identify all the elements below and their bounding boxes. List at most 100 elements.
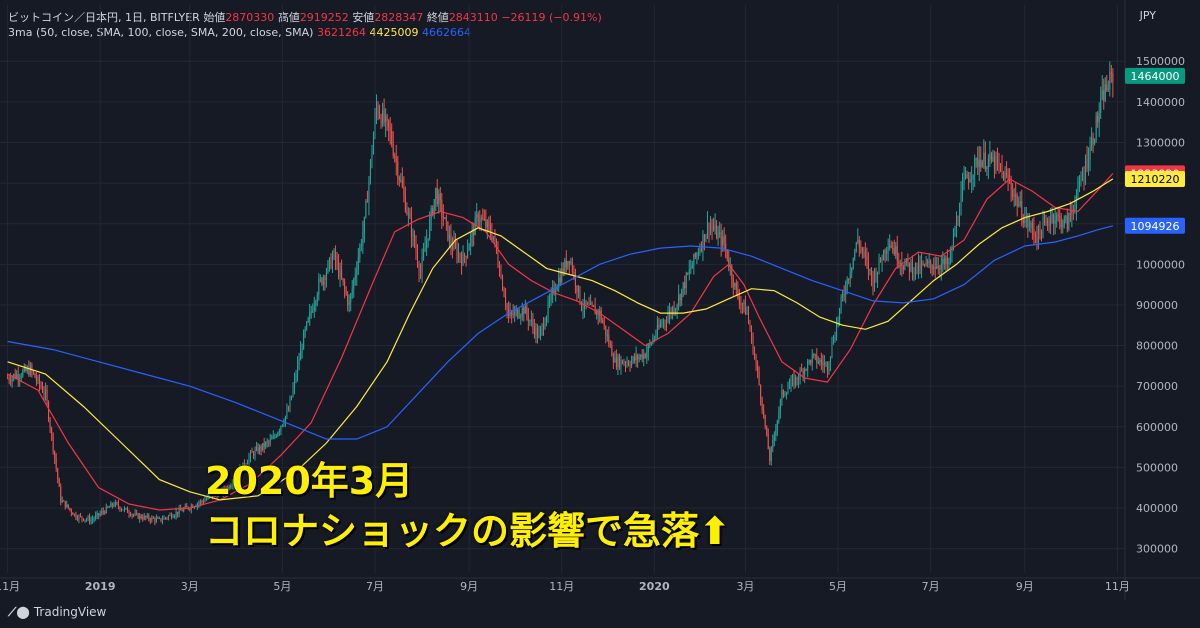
candle <box>1025 217 1027 220</box>
candle <box>1063 217 1065 225</box>
candle <box>969 179 971 183</box>
candle <box>357 257 359 271</box>
tradingview-logo-text: TradingView <box>33 605 107 619</box>
candle <box>61 500 63 502</box>
candle <box>659 324 661 328</box>
candle <box>1033 228 1035 236</box>
candle <box>990 153 992 162</box>
candle <box>468 245 470 251</box>
candle <box>741 303 743 305</box>
candle <box>1060 217 1062 228</box>
candle <box>394 155 396 158</box>
candle <box>807 360 809 370</box>
time-tick-label: 7月 <box>922 580 940 593</box>
candle <box>706 223 708 235</box>
candle <box>90 520 92 522</box>
candle <box>676 304 678 310</box>
candle <box>726 249 728 260</box>
candle <box>702 234 704 250</box>
candle <box>665 321 667 323</box>
candle <box>1028 225 1030 227</box>
candle <box>907 258 909 263</box>
candle <box>1083 176 1085 178</box>
candle <box>978 159 980 168</box>
candle <box>775 429 777 436</box>
candle <box>1103 90 1105 101</box>
candle <box>1107 88 1109 91</box>
candle <box>731 266 733 280</box>
candle <box>462 254 464 266</box>
candle <box>260 446 262 450</box>
candle <box>19 377 21 379</box>
candle <box>1039 226 1041 232</box>
candle <box>442 216 444 219</box>
candle <box>892 248 894 250</box>
candle <box>685 273 687 289</box>
candle <box>350 294 352 303</box>
candle <box>536 328 538 338</box>
candle <box>448 234 450 240</box>
candle <box>1056 214 1058 221</box>
candle <box>728 259 730 267</box>
symbol-label[interactable]: ビットコイン／日本円, 1日, BITFLYER <box>8 11 200 24</box>
candle <box>966 174 968 179</box>
candle <box>752 335 754 354</box>
candle <box>228 487 230 489</box>
candle <box>1013 195 1015 197</box>
candle <box>925 262 927 266</box>
candle <box>773 435 775 441</box>
candle <box>952 235 954 250</box>
candle <box>73 513 75 515</box>
candle <box>1068 213 1070 230</box>
candle <box>561 268 563 283</box>
close-value: 2843110 <box>448 11 498 24</box>
candle <box>1071 210 1073 215</box>
candle <box>618 357 620 368</box>
candle <box>605 325 607 336</box>
candle <box>7 378 9 380</box>
candle <box>541 324 543 329</box>
candle <box>248 456 250 463</box>
candle <box>623 363 625 365</box>
candle <box>746 312 748 315</box>
price-tick-label: 1500000 <box>1136 55 1185 68</box>
candle <box>1027 217 1029 227</box>
candle <box>181 510 183 512</box>
candle <box>163 517 165 520</box>
price-labels: 1464000122392012102201094926 <box>1125 67 1185 234</box>
candle <box>32 371 34 374</box>
tradingview-logo[interactable]: ⟋⬤ TradingView <box>8 605 106 620</box>
time-tick-label: 9月 <box>1016 580 1034 593</box>
candle <box>177 511 179 514</box>
candle <box>57 468 59 479</box>
candle <box>48 402 50 420</box>
candle <box>661 323 663 325</box>
candle <box>918 261 920 271</box>
candle <box>804 369 806 376</box>
candle <box>369 160 371 181</box>
candle <box>389 127 391 131</box>
candle <box>482 217 484 220</box>
candle <box>55 458 57 469</box>
candle <box>222 487 224 493</box>
candle <box>931 265 933 270</box>
candle <box>1100 98 1102 113</box>
candle <box>971 178 973 180</box>
candle <box>447 221 449 240</box>
time-tick-label: 2019 <box>85 580 116 593</box>
candle <box>796 376 798 380</box>
candle <box>83 518 85 521</box>
candle <box>719 232 721 234</box>
candle <box>813 354 815 356</box>
indicator-label[interactable]: 3ma (50, close, SMA, 100, close, SMA, 20… <box>8 26 314 39</box>
candle <box>207 496 209 500</box>
candle <box>380 116 382 125</box>
candle <box>287 410 289 412</box>
candle <box>174 515 176 517</box>
price-tick-label: 1400000 <box>1136 96 1185 109</box>
candle <box>286 410 288 417</box>
candle <box>784 394 786 396</box>
candle <box>754 353 756 357</box>
candle <box>960 193 962 216</box>
